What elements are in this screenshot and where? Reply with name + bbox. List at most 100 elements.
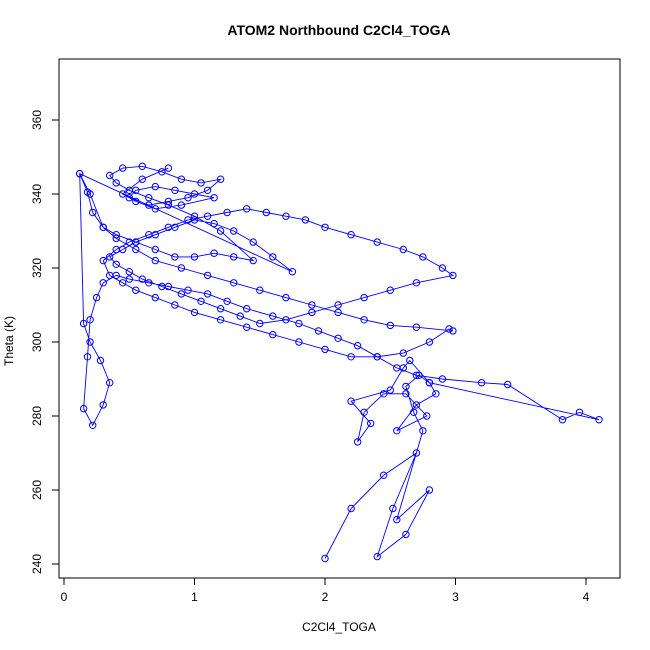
data-point xyxy=(308,308,316,317)
data-point xyxy=(158,282,166,291)
data-point xyxy=(386,386,394,394)
data-point xyxy=(151,231,160,239)
data-point xyxy=(145,201,153,209)
data-point xyxy=(171,186,179,195)
data-point xyxy=(360,293,368,302)
data-point xyxy=(412,449,421,457)
data-point xyxy=(216,305,225,313)
data-point xyxy=(210,249,218,257)
data-point xyxy=(76,170,84,178)
data-point xyxy=(197,179,205,187)
data-point xyxy=(190,216,199,224)
data-point xyxy=(249,256,257,265)
data-point xyxy=(92,293,101,302)
data-point xyxy=(99,279,107,287)
data-point xyxy=(112,231,120,239)
data-point xyxy=(216,175,225,183)
data-point xyxy=(256,319,264,328)
data-point xyxy=(380,471,388,479)
data-point xyxy=(106,171,114,180)
y-tick-label: 340 xyxy=(30,184,44,204)
data-point xyxy=(347,231,355,239)
data-point xyxy=(223,297,231,305)
y-axis: 240 260 280 300 320 340 360 xyxy=(30,110,60,574)
data-point xyxy=(256,286,264,294)
data-point xyxy=(99,223,107,232)
data-point xyxy=(389,504,397,513)
data-point xyxy=(353,342,362,350)
data-point xyxy=(445,325,453,333)
data-point xyxy=(210,194,218,202)
data-point xyxy=(151,245,160,254)
x-tick-label: 3 xyxy=(452,590,459,604)
data-point xyxy=(282,212,290,220)
data-point xyxy=(249,238,257,246)
data-point xyxy=(184,286,192,294)
data-point xyxy=(380,390,388,398)
data-point xyxy=(96,356,105,365)
x-tick-label: 1 xyxy=(191,590,198,604)
data-point xyxy=(477,379,486,387)
data-point xyxy=(243,323,251,331)
data-point xyxy=(321,345,329,354)
data-point xyxy=(132,197,140,206)
data-point xyxy=(438,264,447,272)
data-point xyxy=(125,268,134,276)
data-point xyxy=(164,164,173,172)
data-point xyxy=(203,186,212,195)
data-point xyxy=(190,212,199,220)
data-point xyxy=(119,190,127,198)
data-point xyxy=(119,164,127,172)
data-point xyxy=(308,301,316,309)
data-point xyxy=(145,194,153,202)
data-point xyxy=(334,308,342,317)
data-point xyxy=(171,253,179,261)
y-tick-label: 300 xyxy=(30,332,44,352)
data-point xyxy=(595,416,603,424)
data-point xyxy=(438,375,447,383)
data-point xyxy=(373,238,381,246)
data-point xyxy=(83,353,92,361)
data-point xyxy=(99,401,107,409)
data-point xyxy=(295,338,303,346)
data-point xyxy=(190,253,199,261)
data-point xyxy=(423,412,431,420)
data-point xyxy=(236,312,244,320)
data-point xyxy=(230,227,238,235)
data-point xyxy=(402,390,410,398)
data-point xyxy=(177,290,186,298)
data-point xyxy=(575,408,584,416)
data-point xyxy=(402,382,410,391)
data-point xyxy=(83,188,92,196)
data-point xyxy=(262,208,270,217)
data-point xyxy=(230,253,238,261)
data-point xyxy=(410,408,418,416)
data-point xyxy=(402,530,410,539)
data-point xyxy=(425,379,434,387)
data-point xyxy=(321,554,329,563)
data-point xyxy=(334,301,342,309)
data-point xyxy=(419,427,427,435)
data-point xyxy=(386,286,394,294)
data-point xyxy=(419,253,427,261)
x-axis: 0 1 2 3 4 xyxy=(61,577,590,604)
data-point xyxy=(282,293,290,302)
data-point xyxy=(412,401,421,409)
data-point xyxy=(132,186,140,195)
data-point xyxy=(138,275,147,283)
data-point xyxy=(125,275,134,283)
data-point xyxy=(334,334,342,342)
data-point xyxy=(558,416,567,424)
chart-title: ATOM2 Northbound C2Cl4_TOGA xyxy=(227,22,450,38)
data-point xyxy=(216,227,225,235)
x-tick-label: 4 xyxy=(583,590,590,604)
data-point xyxy=(243,205,251,213)
data-point xyxy=(373,552,381,561)
data-point xyxy=(145,279,153,287)
y-tick-label: 320 xyxy=(30,258,44,278)
data-point xyxy=(367,419,375,428)
series-layer xyxy=(76,162,603,563)
data-point xyxy=(412,371,421,379)
data-point xyxy=(203,271,212,280)
data-point xyxy=(138,175,147,183)
